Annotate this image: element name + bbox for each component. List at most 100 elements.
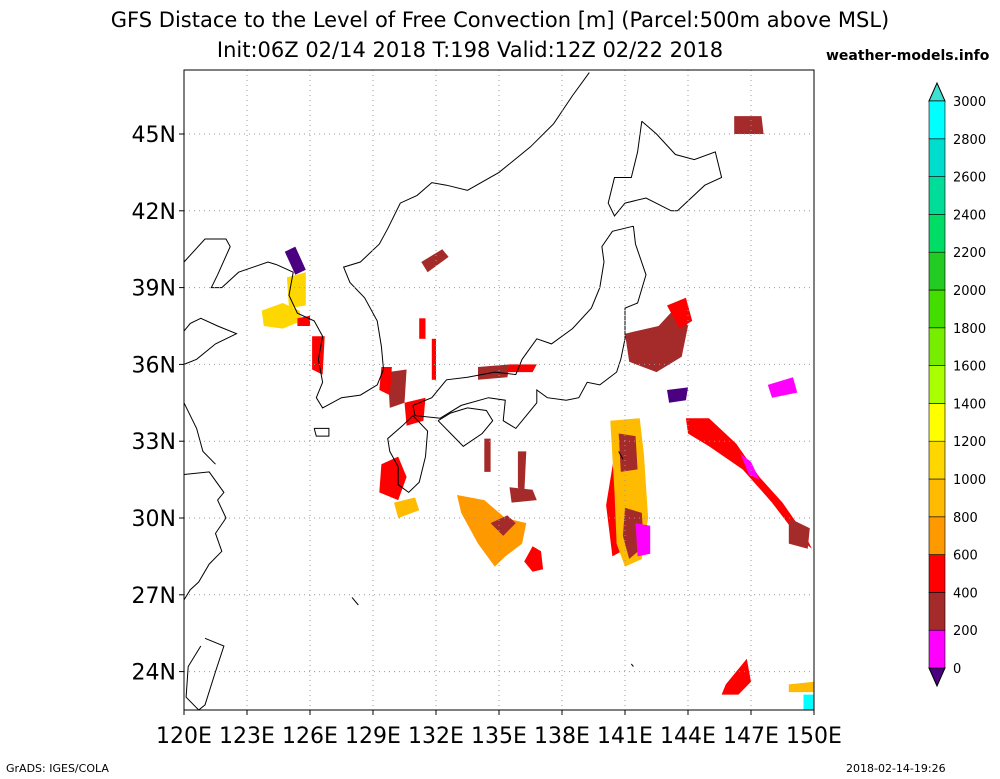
tick-label-y: 27N: [132, 584, 176, 609]
chart-title: GFS Distace to the Level of Free Convect…: [110, 8, 890, 32]
colorbar-swatch: [928, 176, 946, 215]
coastline-5: [437, 407, 494, 447]
colorbar-swatch: [928, 214, 946, 253]
field-region-5: [618, 433, 638, 472]
colorbar-swatch: [928, 478, 946, 518]
coastline-4: [387, 415, 429, 494]
colorbar-label: 1200: [953, 435, 986, 450]
colorbar-swatch: [928, 138, 946, 177]
coastline-0: [183, 238, 277, 289]
colorbar-label: 1800: [953, 322, 986, 337]
colorbar-swatch: [928, 554, 946, 593]
field-region-22: [419, 318, 426, 339]
tick-label-x: 144E: [660, 724, 716, 749]
tick-label-x: 123E: [219, 724, 275, 749]
tick-label-x: 126E: [282, 724, 338, 749]
coastline-10: [183, 317, 238, 365]
field-region-33: [667, 387, 688, 403]
coastline-layer: [183, 72, 723, 711]
field-layer: [261, 116, 814, 710]
coastline-2: [607, 120, 723, 217]
coastline-7: [185, 637, 225, 711]
tick-label-x: 147E: [723, 724, 779, 749]
colorbar-over-arrow: [928, 81, 946, 102]
field-region-21: [312, 336, 325, 375]
colorbar-swatch: [928, 403, 946, 442]
coastline-11: [618, 451, 624, 460]
field-region-19: [507, 364, 537, 373]
field-region-35: [788, 681, 814, 693]
site-label: weather-models.info: [826, 48, 990, 64]
colorbar-swatch: [928, 100, 946, 140]
field-region-30: [788, 518, 810, 549]
colorbar-label: 2800: [953, 133, 986, 148]
colorbar-label: 800: [953, 511, 978, 526]
tick-label-y: 36N: [132, 353, 176, 378]
coastline-12: [351, 597, 359, 606]
colorbar-label: 200: [953, 624, 978, 639]
colorbar-swatch: [928, 289, 946, 329]
field-region-10: [524, 546, 544, 572]
colorbar: 0 200 400 600 800 1000 1200 1400 1600 1800 2000 220…: [928, 81, 986, 688]
coastline-13: [630, 663, 634, 667]
field-region-16: [509, 487, 537, 503]
colorbar-label: 2200: [953, 246, 986, 261]
field-region-14: [387, 369, 407, 408]
tick-label-y: 39N: [132, 277, 176, 302]
field-region-9: [490, 515, 516, 536]
field-region-27: [284, 246, 306, 275]
field-region-28: [297, 315, 310, 326]
field-region-7: [635, 523, 651, 557]
field-region-8: [457, 495, 527, 567]
field-region-0: [625, 305, 688, 373]
field-region-34: [721, 658, 751, 695]
colorbar-swatch: [928, 327, 946, 366]
colorbar-swatch: [928, 365, 946, 404]
field-region-1: [667, 297, 693, 329]
coastline-1: [276, 72, 590, 409]
colorbar-label: 3000: [953, 95, 986, 110]
tick-label-x: 150E: [786, 724, 842, 749]
field-region-2: [734, 116, 764, 134]
tick-label-x: 141E: [597, 724, 653, 749]
colorbar-swatch: [928, 516, 946, 555]
coastline-8: [183, 471, 227, 601]
colorbar-label: 1400: [953, 397, 986, 412]
axis-ticks: 120E 123E 126E 129E 132E 135E 138E 141E 144E 147E…: [132, 123, 842, 749]
colorbar-label: 1600: [953, 360, 986, 375]
footer-left: GrADS: IGES/COLA: [6, 762, 109, 775]
colorbar-under-arrow: [928, 667, 946, 688]
field-region-31: [740, 454, 760, 480]
field-region-29: [685, 418, 812, 549]
tick-label-y: 33N: [132, 430, 176, 455]
tick-label-y: 45N: [132, 123, 176, 148]
field-region-36: [803, 694, 814, 710]
field-region-17: [484, 438, 491, 472]
colorbar-swatch: [928, 440, 946, 480]
colorbar-swatch: [928, 629, 946, 669]
colorbar-swatch: [928, 251, 946, 291]
colorbar-label: 2000: [953, 284, 986, 299]
tick-label-x: 129E: [345, 724, 401, 749]
tick-label-x: 138E: [534, 724, 590, 749]
colorbar-swatch: [928, 592, 946, 631]
coastline-3: [412, 225, 647, 430]
tick-label-x: 135E: [471, 724, 527, 749]
tick-label-y: 42N: [132, 200, 176, 225]
coastline-9: [183, 402, 216, 465]
field-region-25: [261, 303, 302, 329]
field-region-20: [379, 367, 392, 396]
colorbar-label: 2400: [953, 208, 986, 223]
tick-label-y: 24N: [132, 661, 176, 686]
field-region-23: [431, 338, 436, 380]
field-region-12: [394, 497, 420, 518]
gridlines: [184, 70, 814, 710]
tick-label-x: 132E: [408, 724, 464, 749]
field-region-15: [517, 451, 527, 495]
colorbar-label: 0: [953, 662, 961, 677]
coastline-6: [313, 427, 330, 437]
colorbar-label: 2600: [953, 171, 986, 186]
colorbar-label: 600: [953, 549, 978, 564]
field-region-11: [379, 456, 407, 501]
